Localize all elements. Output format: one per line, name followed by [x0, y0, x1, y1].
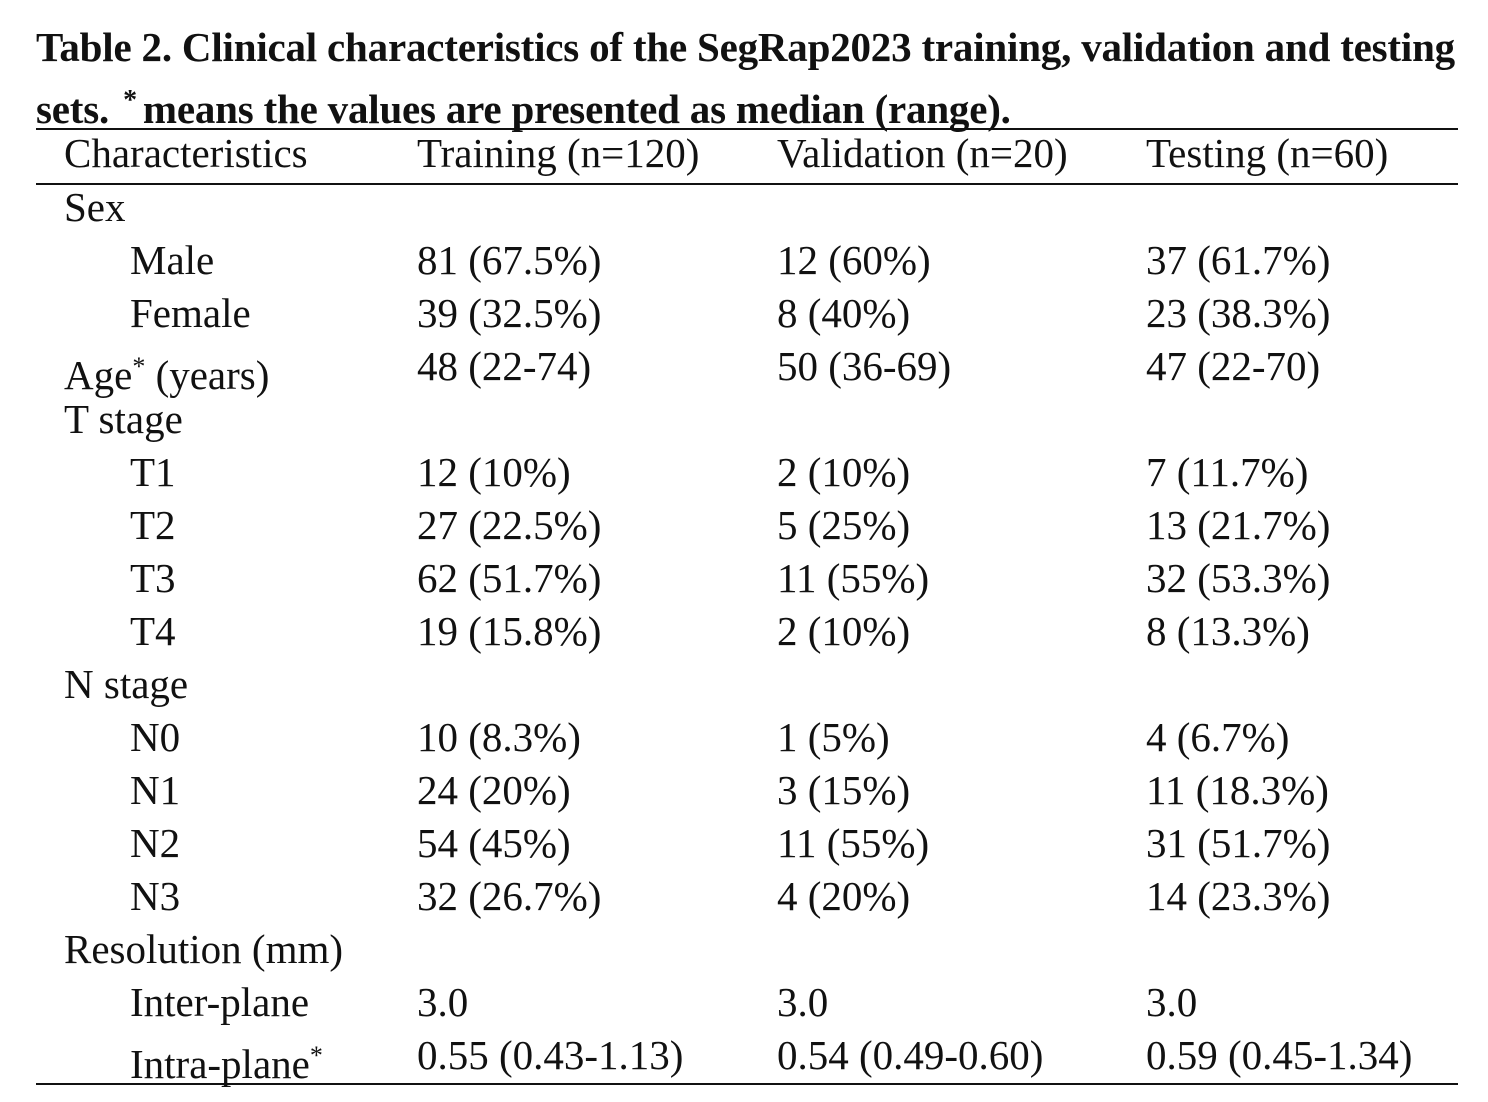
validation-value: 2 (10%) [777, 449, 911, 495]
training-value: 32 (26.7%) [417, 873, 602, 919]
table-row-female: Female 39 (32.5%) 8 (40%) 23 (38.3%) [0, 287, 1488, 340]
training-value: 0.55 (0.43-1.13) [417, 1032, 684, 1078]
table-row-t1: T1 12 (10%) 2 (10%) 7 (11.7%) [0, 446, 1488, 499]
validation-value: 12 (60%) [777, 237, 931, 283]
table-row-n-stage: N stage [0, 658, 1488, 711]
caption-asterisk: * [123, 85, 137, 116]
row-label: N2 [130, 820, 181, 866]
row-label: N3 [130, 873, 181, 919]
row-label: N0 [130, 714, 181, 760]
table-row-t4: T4 19 (15.8%) 2 (10%) 8 (13.3%) [0, 605, 1488, 658]
testing-value: 8 (13.3%) [1146, 608, 1310, 654]
table-row-n0: N0 10 (8.3%) 1 (5%) 4 (6.7%) [0, 711, 1488, 764]
age-unit: (years) [145, 352, 270, 398]
training-value: 3.0 [417, 979, 469, 1025]
table-row-sex: Sex [0, 181, 1488, 234]
table-row-age: Age* (years) 48 (22-74) 50 (36-69) 47 (2… [0, 340, 1488, 398]
header-validation: Validation (n=20) [777, 130, 1068, 176]
row-label: Intra-plane* [130, 1029, 323, 1091]
training-value: 27 (22.5%) [417, 502, 602, 548]
table-row-n2: N2 54 (45%) 11 (55%) 31 (51.7%) [0, 817, 1488, 870]
row-label: Female [130, 290, 251, 336]
testing-value: 37 (61.7%) [1146, 237, 1331, 283]
row-label: T1 [130, 449, 176, 495]
row-label: T4 [130, 608, 176, 654]
row-label: N stage [64, 661, 189, 707]
testing-value: 11 (18.3%) [1146, 767, 1329, 813]
header-characteristics: Characteristics [64, 130, 308, 176]
table-row-intra-plane: Intra-plane* 0.55 (0.43-1.13) 0.54 (0.49… [0, 1029, 1488, 1087]
table-row-t2: T2 27 (22.5%) 5 (25%) 13 (21.7%) [0, 499, 1488, 552]
testing-value: 14 (23.3%) [1146, 873, 1331, 919]
table-bottom-rule [36, 1083, 1458, 1085]
validation-value: 3.0 [777, 979, 829, 1025]
validation-value: 11 (55%) [777, 555, 930, 601]
table-row-inter-plane: Inter-plane 3.0 3.0 3.0 [0, 976, 1488, 1029]
testing-value: 32 (53.3%) [1146, 555, 1331, 601]
training-value: 81 (67.5%) [417, 237, 602, 283]
validation-value: 3 (15%) [777, 767, 911, 813]
testing-value: 3.0 [1146, 979, 1198, 1025]
intra-plane-label: Intra-plane [130, 1041, 310, 1087]
header-training: Training (n=120) [417, 130, 700, 176]
training-value: 39 (32.5%) [417, 290, 602, 336]
row-label: Age* (years) [64, 340, 269, 402]
validation-value: 2 (10%) [777, 608, 911, 654]
validation-value: 4 (20%) [777, 873, 911, 919]
training-value: 19 (15.8%) [417, 608, 602, 654]
table-row-male: Male 81 (67.5%) 12 (60%) 37 (61.7%) [0, 234, 1488, 287]
validation-value: 0.54 (0.49-0.60) [777, 1032, 1044, 1078]
row-label: Resolution (mm) [64, 926, 344, 972]
row-label: Sex [64, 184, 126, 230]
row-label: Male [130, 237, 215, 283]
testing-value: 31 (51.7%) [1146, 820, 1331, 866]
validation-value: 8 (40%) [777, 290, 911, 336]
testing-value: 23 (38.3%) [1146, 290, 1331, 336]
validation-value: 5 (25%) [777, 502, 911, 548]
testing-value: 7 (11.7%) [1146, 449, 1309, 495]
training-value: 48 (22-74) [417, 343, 592, 389]
testing-value: 47 (22-70) [1146, 343, 1321, 389]
table-top-rule [36, 128, 1458, 130]
table-row-n3: N3 32 (26.7%) 4 (20%) 14 (23.3%) [0, 870, 1488, 923]
age-asterisk: * [132, 352, 146, 381]
header-testing: Testing (n=60) [1146, 130, 1389, 176]
row-label: Inter-plane [130, 979, 310, 1025]
testing-value: 4 (6.7%) [1146, 714, 1290, 760]
training-value: 24 (20%) [417, 767, 571, 813]
row-label: T stage [64, 396, 183, 442]
table-row-t-stage: T stage [0, 393, 1488, 446]
caption-note: means the values are presented as median… [142, 86, 1011, 132]
training-value: 12 (10%) [417, 449, 571, 495]
validation-value: 50 (36-69) [777, 343, 952, 389]
validation-value: 1 (5%) [777, 714, 890, 760]
row-label: T3 [130, 555, 176, 601]
caption-main: Table 2. Clinical characteristics of the… [36, 24, 1455, 132]
table-header-row: Characteristics Training (n=120) Validat… [0, 127, 1488, 180]
table-row-t3: T3 62 (51.7%) 11 (55%) 32 (53.3%) [0, 552, 1488, 605]
training-value: 10 (8.3%) [417, 714, 581, 760]
row-label: N1 [130, 767, 181, 813]
testing-value: 13 (21.7%) [1146, 502, 1331, 548]
training-value: 62 (51.7%) [417, 555, 602, 601]
age-label: Age [64, 352, 133, 398]
table-row-n1: N1 24 (20%) 3 (15%) 11 (18.3%) [0, 764, 1488, 817]
table-header-rule [36, 183, 1458, 185]
validation-value: 11 (55%) [777, 820, 930, 866]
training-value: 54 (45%) [417, 820, 571, 866]
intra-plane-asterisk: * [309, 1041, 323, 1070]
testing-value: 0.59 (0.45-1.34) [1146, 1032, 1413, 1078]
table-caption: Table 2. Clinical characteristics of the… [36, 20, 1466, 136]
row-label: T2 [130, 502, 176, 548]
table-row-resolution: Resolution (mm) [0, 923, 1488, 976]
